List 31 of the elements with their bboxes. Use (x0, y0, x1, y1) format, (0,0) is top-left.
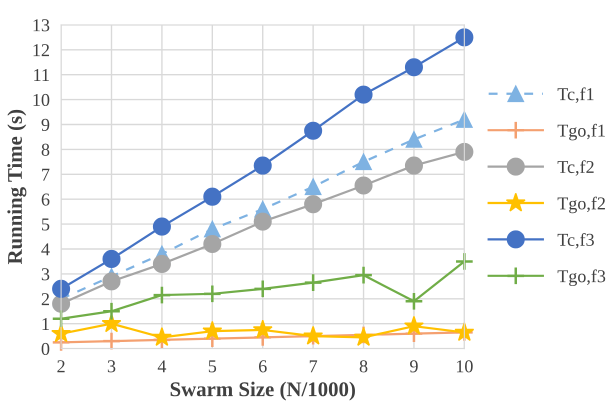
y-tick-label: 2 (42, 293, 49, 306)
x-tick-label: 3 (108, 360, 116, 372)
y-tick-label: 9 (42, 118, 50, 131)
legend-label: Tgo,f3 (558, 269, 606, 286)
y-tick-label: 3 (42, 268, 50, 280)
y-tick-label: 4 (41, 243, 50, 256)
y-axis-title: Running Time (s) (7, 110, 26, 264)
x-tick-label: 8 (360, 360, 368, 372)
x-tick-label: 7 (310, 360, 318, 372)
x-tick-label: 5 (208, 360, 216, 372)
legend-label: Tc,f3 (558, 233, 594, 249)
x-tick-label: 9 (410, 360, 418, 372)
x-tick-label: 4 (158, 360, 166, 372)
y-tick-label: 8 (42, 144, 50, 156)
y-tick-label: 6 (42, 194, 50, 206)
y-tick-label: 7 (42, 168, 50, 181)
y-tick-label: 13 (34, 19, 50, 32)
y-tick-label: 12 (34, 44, 49, 56)
legend-label: Tc,f1 (558, 87, 594, 103)
y-tick-label: 10 (34, 94, 50, 106)
legend-label: Tc,f2 (558, 160, 594, 176)
x-tick-label: 2 (57, 360, 65, 372)
x-tick-label: 10 (456, 360, 473, 372)
y-tick-label: 0 (42, 342, 50, 356)
x-tick-label: 6 (258, 360, 267, 372)
y-tick-label: 1 (42, 318, 49, 330)
y-tick-label: 5 (42, 218, 50, 231)
x-axis-title: Swarm Size (N/1000) (170, 382, 355, 401)
y-tick-label: 11 (34, 69, 49, 81)
legend-label: Tgo,f2 (558, 196, 605, 214)
legend-label: Tgo,f1 (558, 124, 605, 140)
